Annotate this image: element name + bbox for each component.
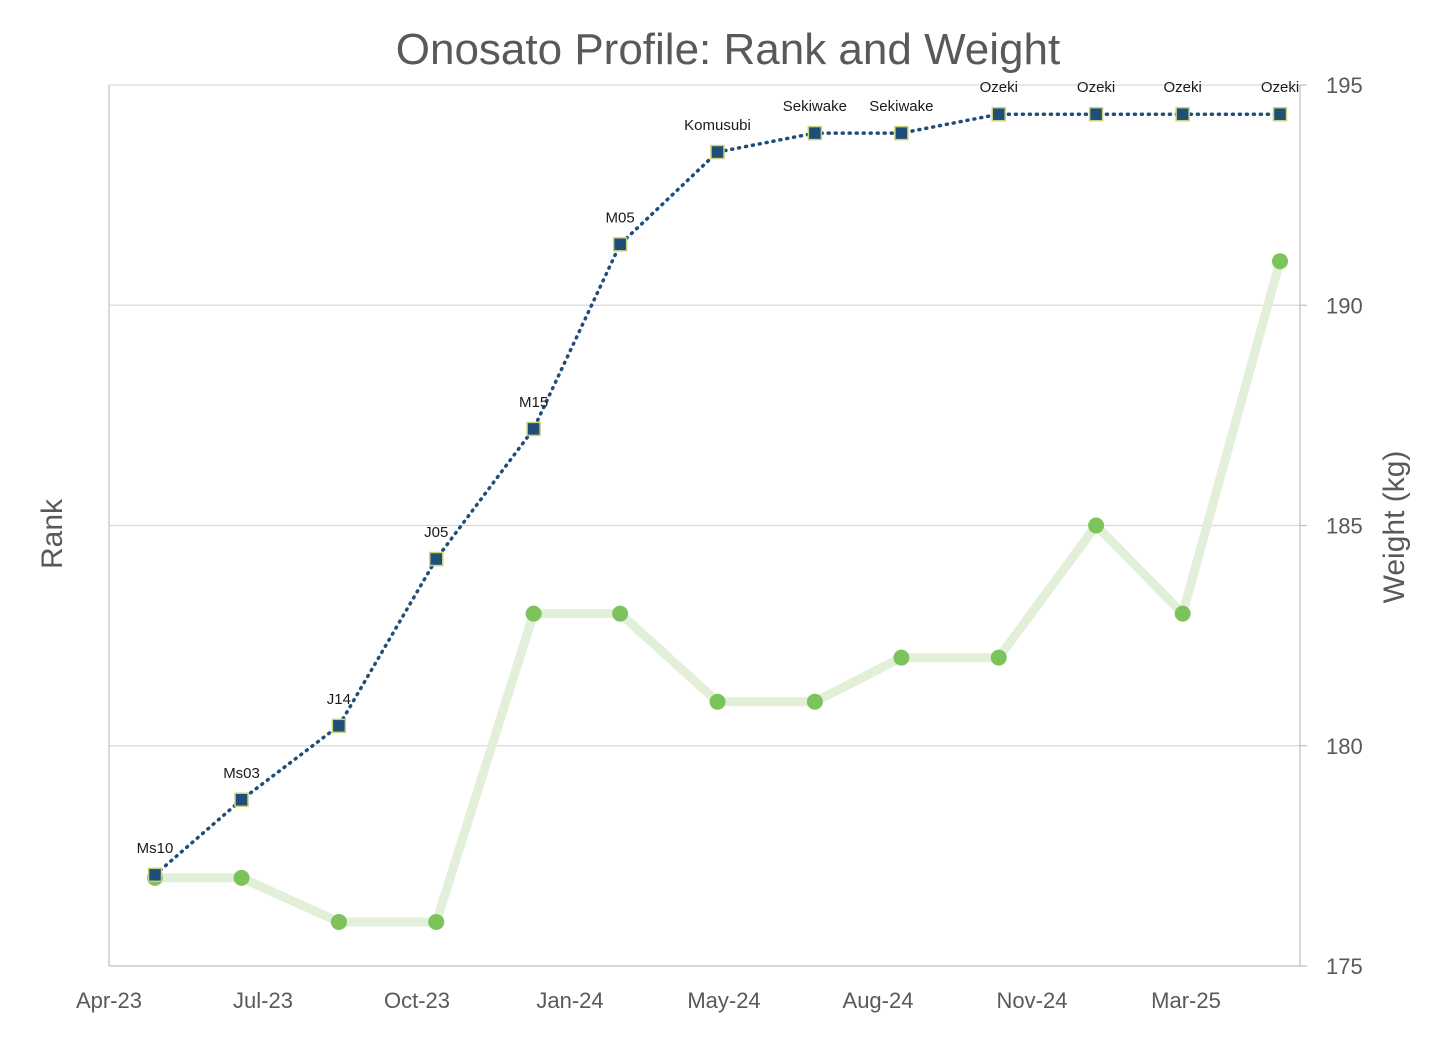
x-tick-label: Mar-25 — [1151, 988, 1221, 1013]
rank-point — [807, 125, 823, 141]
y-left-axis-title: Rank — [36, 498, 69, 569]
weight-point — [525, 605, 542, 622]
chart-title: Onosato Profile: Rank and Weight — [396, 25, 1060, 74]
weight-point — [330, 913, 347, 930]
rank-point — [147, 867, 163, 883]
gridlines — [109, 84, 1300, 747]
rank-data-label: Ozeki — [1077, 79, 1115, 96]
rank-series: Ms10 Ms03 J14 J05 M15 M05 Komusubi Sekiwake Seki… — [137, 79, 1299, 883]
rank-point — [894, 125, 909, 141]
rank-point — [991, 106, 1006, 122]
rank-data-label: Ozeki — [1261, 79, 1299, 96]
x-tick-label: Apr-23 — [76, 988, 142, 1013]
rank-point — [1175, 106, 1190, 122]
rank-point — [1088, 106, 1104, 122]
y-right-tick-label: 190 — [1326, 293, 1363, 318]
plot-frame — [108, 84, 1307, 967]
rank-point — [1272, 106, 1288, 122]
rank-data-label: M05 — [606, 209, 635, 226]
y-right-tick-labels: 175 180 185 190 195 — [1326, 73, 1363, 979]
rank-point — [234, 792, 249, 808]
weight-series — [147, 253, 1288, 930]
weight-point — [233, 869, 250, 886]
rank-data-label: M15 — [519, 394, 548, 411]
rank-point — [710, 144, 725, 160]
y-right-tick-label: 180 — [1326, 734, 1363, 759]
x-tick-label: May-24 — [687, 988, 760, 1013]
y-right-axis-title: Weight (kg) — [1378, 451, 1411, 604]
weight-line — [155, 260, 1285, 927]
rank-point — [526, 421, 541, 437]
rank-data-label: Sekiwake — [783, 98, 847, 115]
rank-data-label: J14 — [327, 691, 351, 708]
weight-point — [1272, 253, 1288, 270]
x-tick-labels: Apr-23 Jul-23 Oct-23 Jan-24 May-24 Aug-24 Nov-… — [76, 988, 1221, 1013]
weight-point — [893, 649, 910, 666]
weight-point — [1174, 605, 1191, 622]
y-right-tick-label: 175 — [1326, 954, 1363, 979]
rank-data-label: Sekiwake — [869, 98, 933, 115]
x-tick-label: Jul-23 — [233, 988, 293, 1013]
rank-point — [331, 718, 347, 734]
x-tick-label: Aug-24 — [843, 988, 914, 1013]
rank-data-label: Ozeki — [1163, 79, 1201, 96]
rank-data-label: J05 — [424, 524, 448, 541]
rank-data-label: Ms10 — [137, 840, 174, 857]
weight-point — [612, 605, 629, 622]
weight-point — [806, 693, 823, 710]
y-right-tick-label: 195 — [1326, 73, 1363, 98]
rank-point — [612, 237, 628, 252]
rank-line — [153, 112, 1282, 877]
x-tick-label: Jan-24 — [536, 988, 603, 1013]
x-tick-label: Oct-23 — [384, 988, 450, 1013]
y-right-tick-label: 185 — [1326, 514, 1363, 539]
rank-data-label: Komusubi — [684, 117, 751, 134]
weight-point — [709, 693, 726, 710]
x-tick-label: Nov-24 — [997, 988, 1068, 1013]
weight-point — [428, 913, 445, 930]
weight-point — [1088, 517, 1105, 534]
rank-data-label: Ozeki — [980, 79, 1018, 96]
rank-point — [429, 551, 444, 567]
weight-point — [990, 649, 1007, 666]
rank-data-label: Ms03 — [223, 765, 260, 782]
